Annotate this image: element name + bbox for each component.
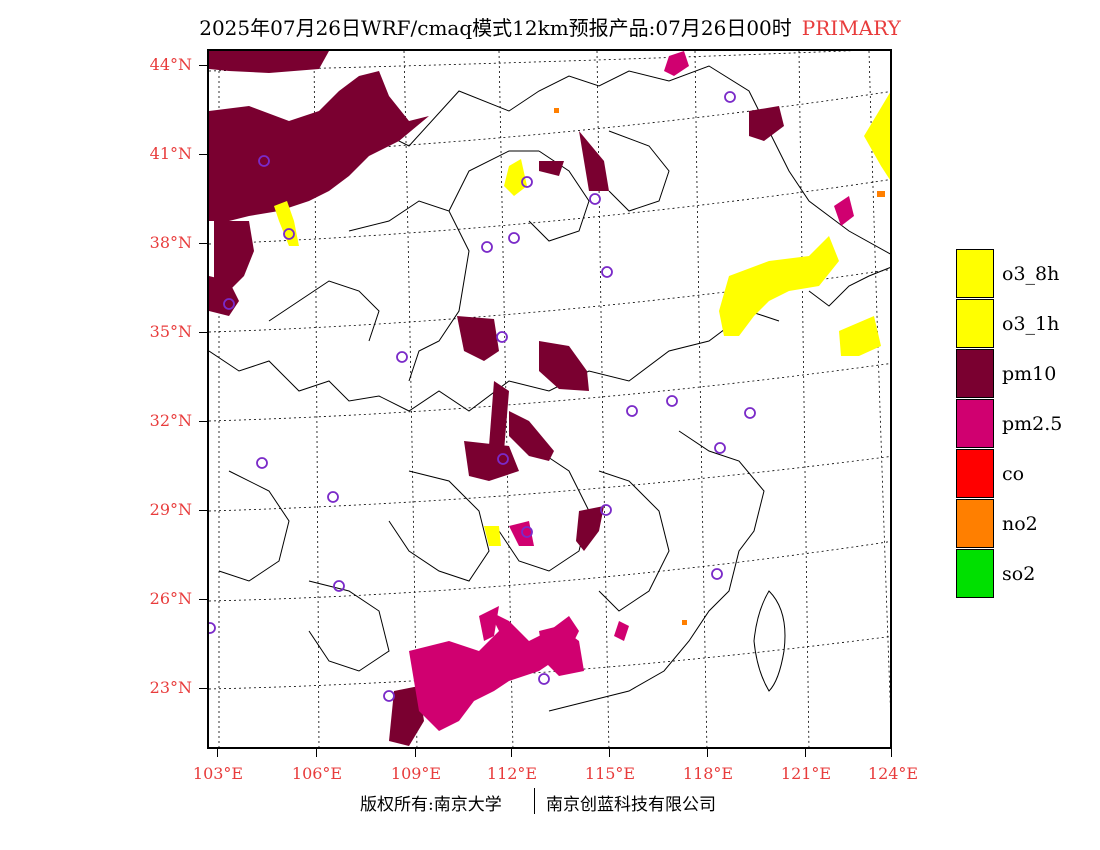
no2-areas xyxy=(554,108,885,625)
lon-label-109: 109°E xyxy=(390,764,442,783)
o3-areas xyxy=(274,92,890,546)
lat-label-32: 32°N xyxy=(149,411,192,430)
lon-tick xyxy=(316,749,317,757)
map-title: 2025年07月26日WRF/cmaq模式12km预报产品:07月26日00时 P… xyxy=(0,12,1100,41)
pm10-areas xyxy=(209,51,784,746)
company-text: 南京创蓝科技有限公司 xyxy=(546,795,716,815)
lat-label-29: 29°N xyxy=(149,500,192,519)
lon-label-124: 124°E xyxy=(867,764,919,783)
lon-label-112: 112°E xyxy=(486,764,538,783)
legend-swatch xyxy=(956,449,994,498)
legend-swatch xyxy=(956,549,994,598)
lat-tick xyxy=(199,65,207,66)
title-primary-tag: PRIMARY xyxy=(801,16,901,40)
station-markers xyxy=(209,91,756,702)
lon-tick xyxy=(511,749,512,757)
lat-tick xyxy=(199,243,207,244)
legend-swatch xyxy=(956,399,994,448)
lon-tick xyxy=(707,749,708,757)
title-text: 2025年07月26日WRF/cmaq模式12km预报产品:07月26日00时 xyxy=(199,16,792,40)
copyright-text: 版权所有:南京大学 xyxy=(360,795,502,815)
lat-label-38: 38°N xyxy=(149,233,192,252)
footer-divider xyxy=(534,788,535,814)
legend-swatch xyxy=(956,349,994,398)
legend-label: no2 xyxy=(1002,513,1038,535)
lon-tick xyxy=(415,749,416,757)
legend-label: co xyxy=(1002,463,1025,485)
legend-label: pm10 xyxy=(1002,363,1057,385)
legend-label: o3_8h xyxy=(1002,263,1060,285)
lat-tick xyxy=(199,510,207,511)
lon-label-115: 115°E xyxy=(584,764,636,783)
lon-label-118: 118°E xyxy=(682,764,734,783)
lat-tick xyxy=(199,688,207,689)
lon-label-103: 103°E xyxy=(192,764,244,783)
legend-swatch xyxy=(956,499,994,548)
lat-tick xyxy=(199,599,207,600)
legend-label: o3_1h xyxy=(1002,313,1060,335)
lat-tick xyxy=(199,421,207,422)
lon-tick xyxy=(217,749,218,757)
legend-label: pm2.5 xyxy=(1002,413,1063,435)
legend-swatch xyxy=(956,299,994,348)
lon-label-121: 121°E xyxy=(780,764,832,783)
legend-label: so2 xyxy=(1002,563,1036,585)
lat-label-41: 41°N xyxy=(149,144,192,163)
map-canvas xyxy=(209,51,890,747)
lon-tick xyxy=(891,749,892,757)
forecast-map xyxy=(207,49,892,749)
lat-label-26: 26°N xyxy=(149,589,192,608)
legend-swatch xyxy=(956,249,994,298)
lat-label-44: 44°N xyxy=(149,55,192,74)
lon-tick xyxy=(609,749,610,757)
lon-tick xyxy=(805,749,806,757)
lat-label-35: 35°N xyxy=(149,322,192,341)
lat-tick xyxy=(199,154,207,155)
pm25-areas xyxy=(409,51,854,731)
lat-tick xyxy=(199,332,207,333)
lon-label-106: 106°E xyxy=(291,764,343,783)
lat-label-23: 23°N xyxy=(149,678,192,697)
